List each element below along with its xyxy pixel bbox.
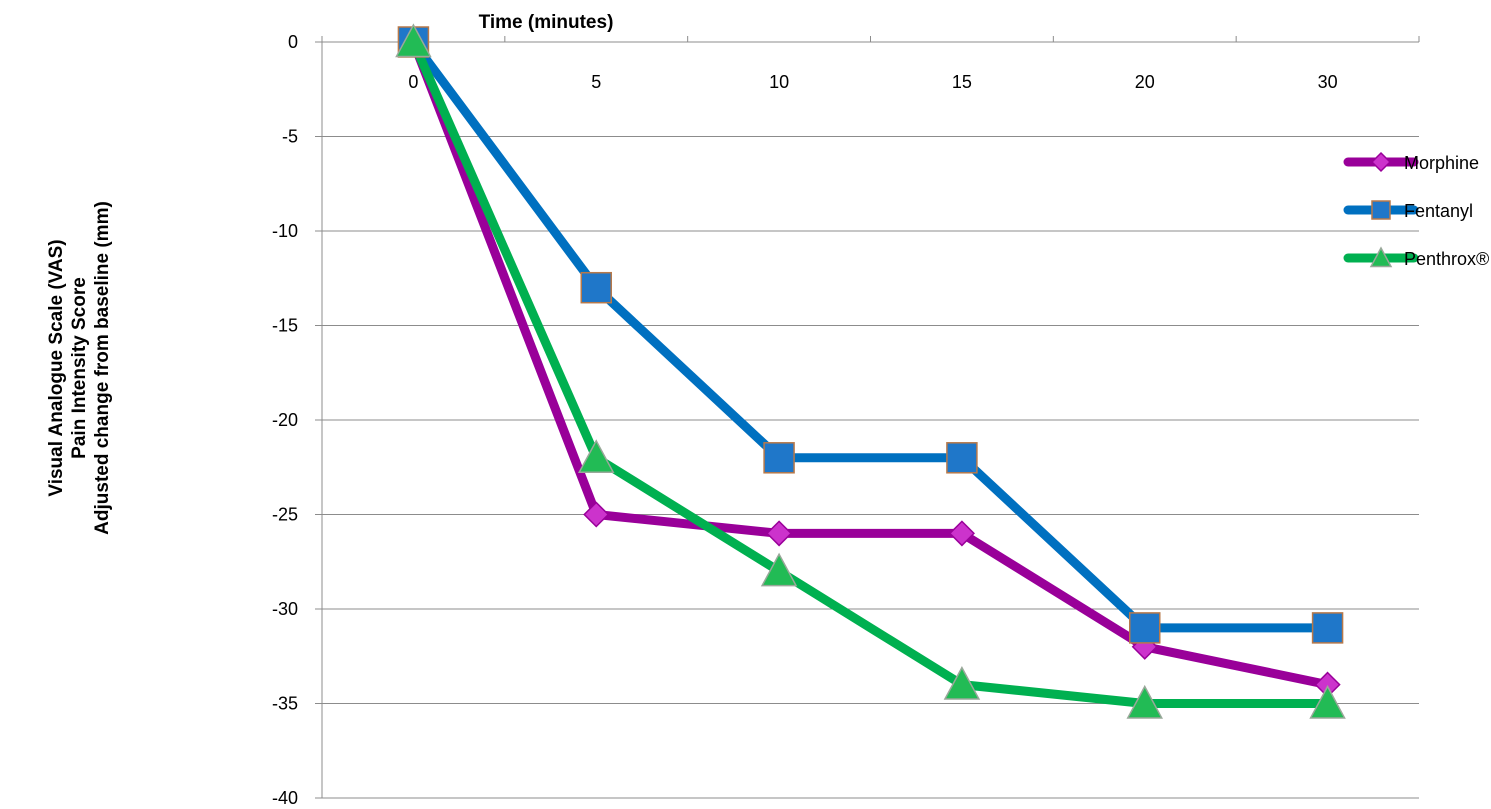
y-tick-label-1: -5 bbox=[282, 127, 298, 147]
y-tick-label-7: -35 bbox=[272, 694, 298, 714]
legend-label-2: Penthrox® bbox=[1404, 249, 1489, 269]
legend-marker-2 bbox=[1369, 246, 1393, 268]
x-axis-title: Time (minutes) bbox=[479, 12, 614, 33]
y-axis-title-line-2: Pain Intensity Score bbox=[69, 277, 90, 459]
y-tick-label-8: -40 bbox=[272, 788, 298, 808]
y-axis-title-line-3: Adjusted change from baseline (mm) bbox=[92, 201, 113, 535]
x-tick-labels: 0 5 10 15 20 30 bbox=[408, 72, 1337, 92]
y-tick-label-0: 0 bbox=[288, 32, 298, 52]
x-tick-label-4: 20 bbox=[1135, 72, 1155, 92]
marker-2-4 bbox=[1126, 684, 1164, 719]
y-tick-label-4: -20 bbox=[272, 410, 298, 430]
y-tick-label-5: -25 bbox=[272, 505, 298, 525]
series-markers bbox=[395, 23, 1346, 719]
marker-1-4 bbox=[1129, 612, 1161, 644]
y-tick-label-2: -10 bbox=[272, 221, 298, 241]
marker-0-3 bbox=[948, 520, 975, 547]
series-line-0 bbox=[408, 37, 1333, 690]
marker-1-1 bbox=[580, 271, 612, 304]
x-tick-label-3: 15 bbox=[952, 72, 972, 92]
x-tick-label-1: 5 bbox=[591, 72, 601, 92]
legend-marker-1 bbox=[1371, 200, 1391, 220]
marker-2-1 bbox=[577, 439, 615, 473]
series-line-2 bbox=[408, 37, 1333, 708]
marker-2-0 bbox=[395, 23, 432, 58]
marker-0-2 bbox=[766, 520, 793, 547]
axes bbox=[315, 36, 1420, 799]
marker-1-5 bbox=[1311, 612, 1344, 644]
legend-label-0: Morphine bbox=[1404, 153, 1479, 173]
legend-label-1: Fentanyl bbox=[1404, 201, 1473, 221]
gridlines bbox=[322, 136, 1419, 799]
y-axis-title: Visual Analogue Scale (VAS) Pain Intensi… bbox=[46, 201, 113, 535]
marker-1-2 bbox=[763, 442, 795, 474]
marker-2-3 bbox=[943, 666, 981, 700]
y-axis-title-line-1: Visual Analogue Scale (VAS) bbox=[46, 239, 67, 496]
legend: Morphine Fentanyl Penthrox® bbox=[1343, 151, 1489, 269]
series-line-1 bbox=[408, 37, 1333, 633]
x-tick-label-2: 10 bbox=[769, 72, 789, 92]
y-tick-label-3: -15 bbox=[272, 316, 298, 336]
x-tick-label-5: 30 bbox=[1318, 72, 1338, 92]
x-tick-label-0: 0 bbox=[408, 72, 418, 92]
series-lines bbox=[408, 37, 1333, 708]
y-tick-label-6: -30 bbox=[272, 599, 298, 619]
marker-2-2 bbox=[760, 552, 798, 587]
legend-marker-0 bbox=[1370, 151, 1392, 173]
y-tick-labels: 0 -5 -10 -15 -20 -25 -30 -35 -40 bbox=[272, 32, 298, 808]
marker-0-1 bbox=[583, 501, 610, 528]
marker-2-5 bbox=[1309, 684, 1346, 719]
marker-1-3 bbox=[946, 442, 978, 474]
